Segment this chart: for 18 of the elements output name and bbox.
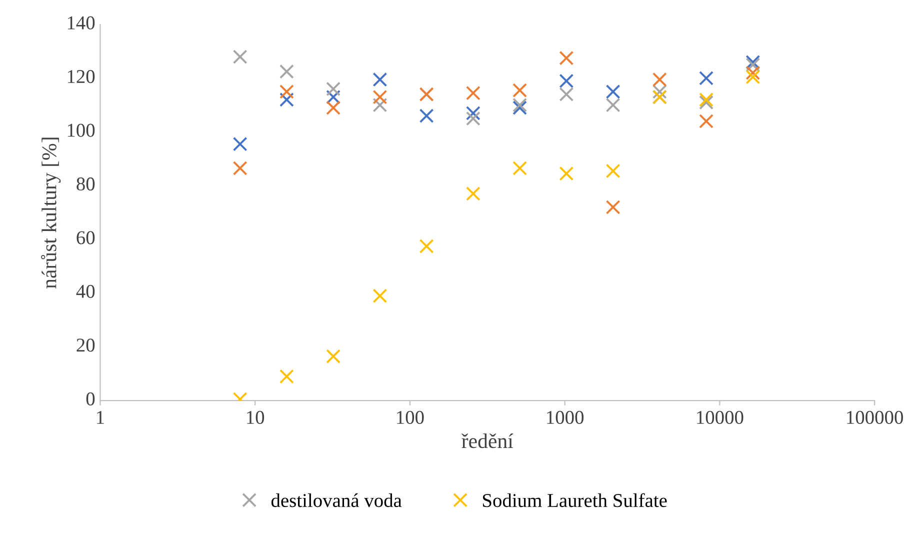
legend-label: Sodium Laureth Sulfate <box>482 493 667 508</box>
x-tick-label: 1000 <box>547 410 584 424</box>
y-tick-label: 60 <box>76 231 95 244</box>
y-tick-label: 0 <box>86 392 95 406</box>
y-tick-label: 120 <box>68 70 95 84</box>
y-tick-label: 20 <box>76 338 95 352</box>
y-tick-label: 40 <box>76 284 95 298</box>
legend-label: destilovaná voda <box>271 493 402 508</box>
y-tick-label: 100 <box>68 124 95 137</box>
y-tick-label: 80 <box>76 177 95 191</box>
y-tick-label: 140 <box>68 16 95 30</box>
x-tick-label: 100 <box>397 410 424 424</box>
x-tick-label: 10000 <box>697 410 744 424</box>
y-axis-title: nárůst kultury [%] <box>41 138 61 288</box>
x-axis-title: ředění <box>462 433 514 448</box>
x-tick-label: 100000 <box>847 410 903 424</box>
x-tick-label: 1 <box>97 410 104 424</box>
x-tick-label: 10 <box>247 410 264 424</box>
